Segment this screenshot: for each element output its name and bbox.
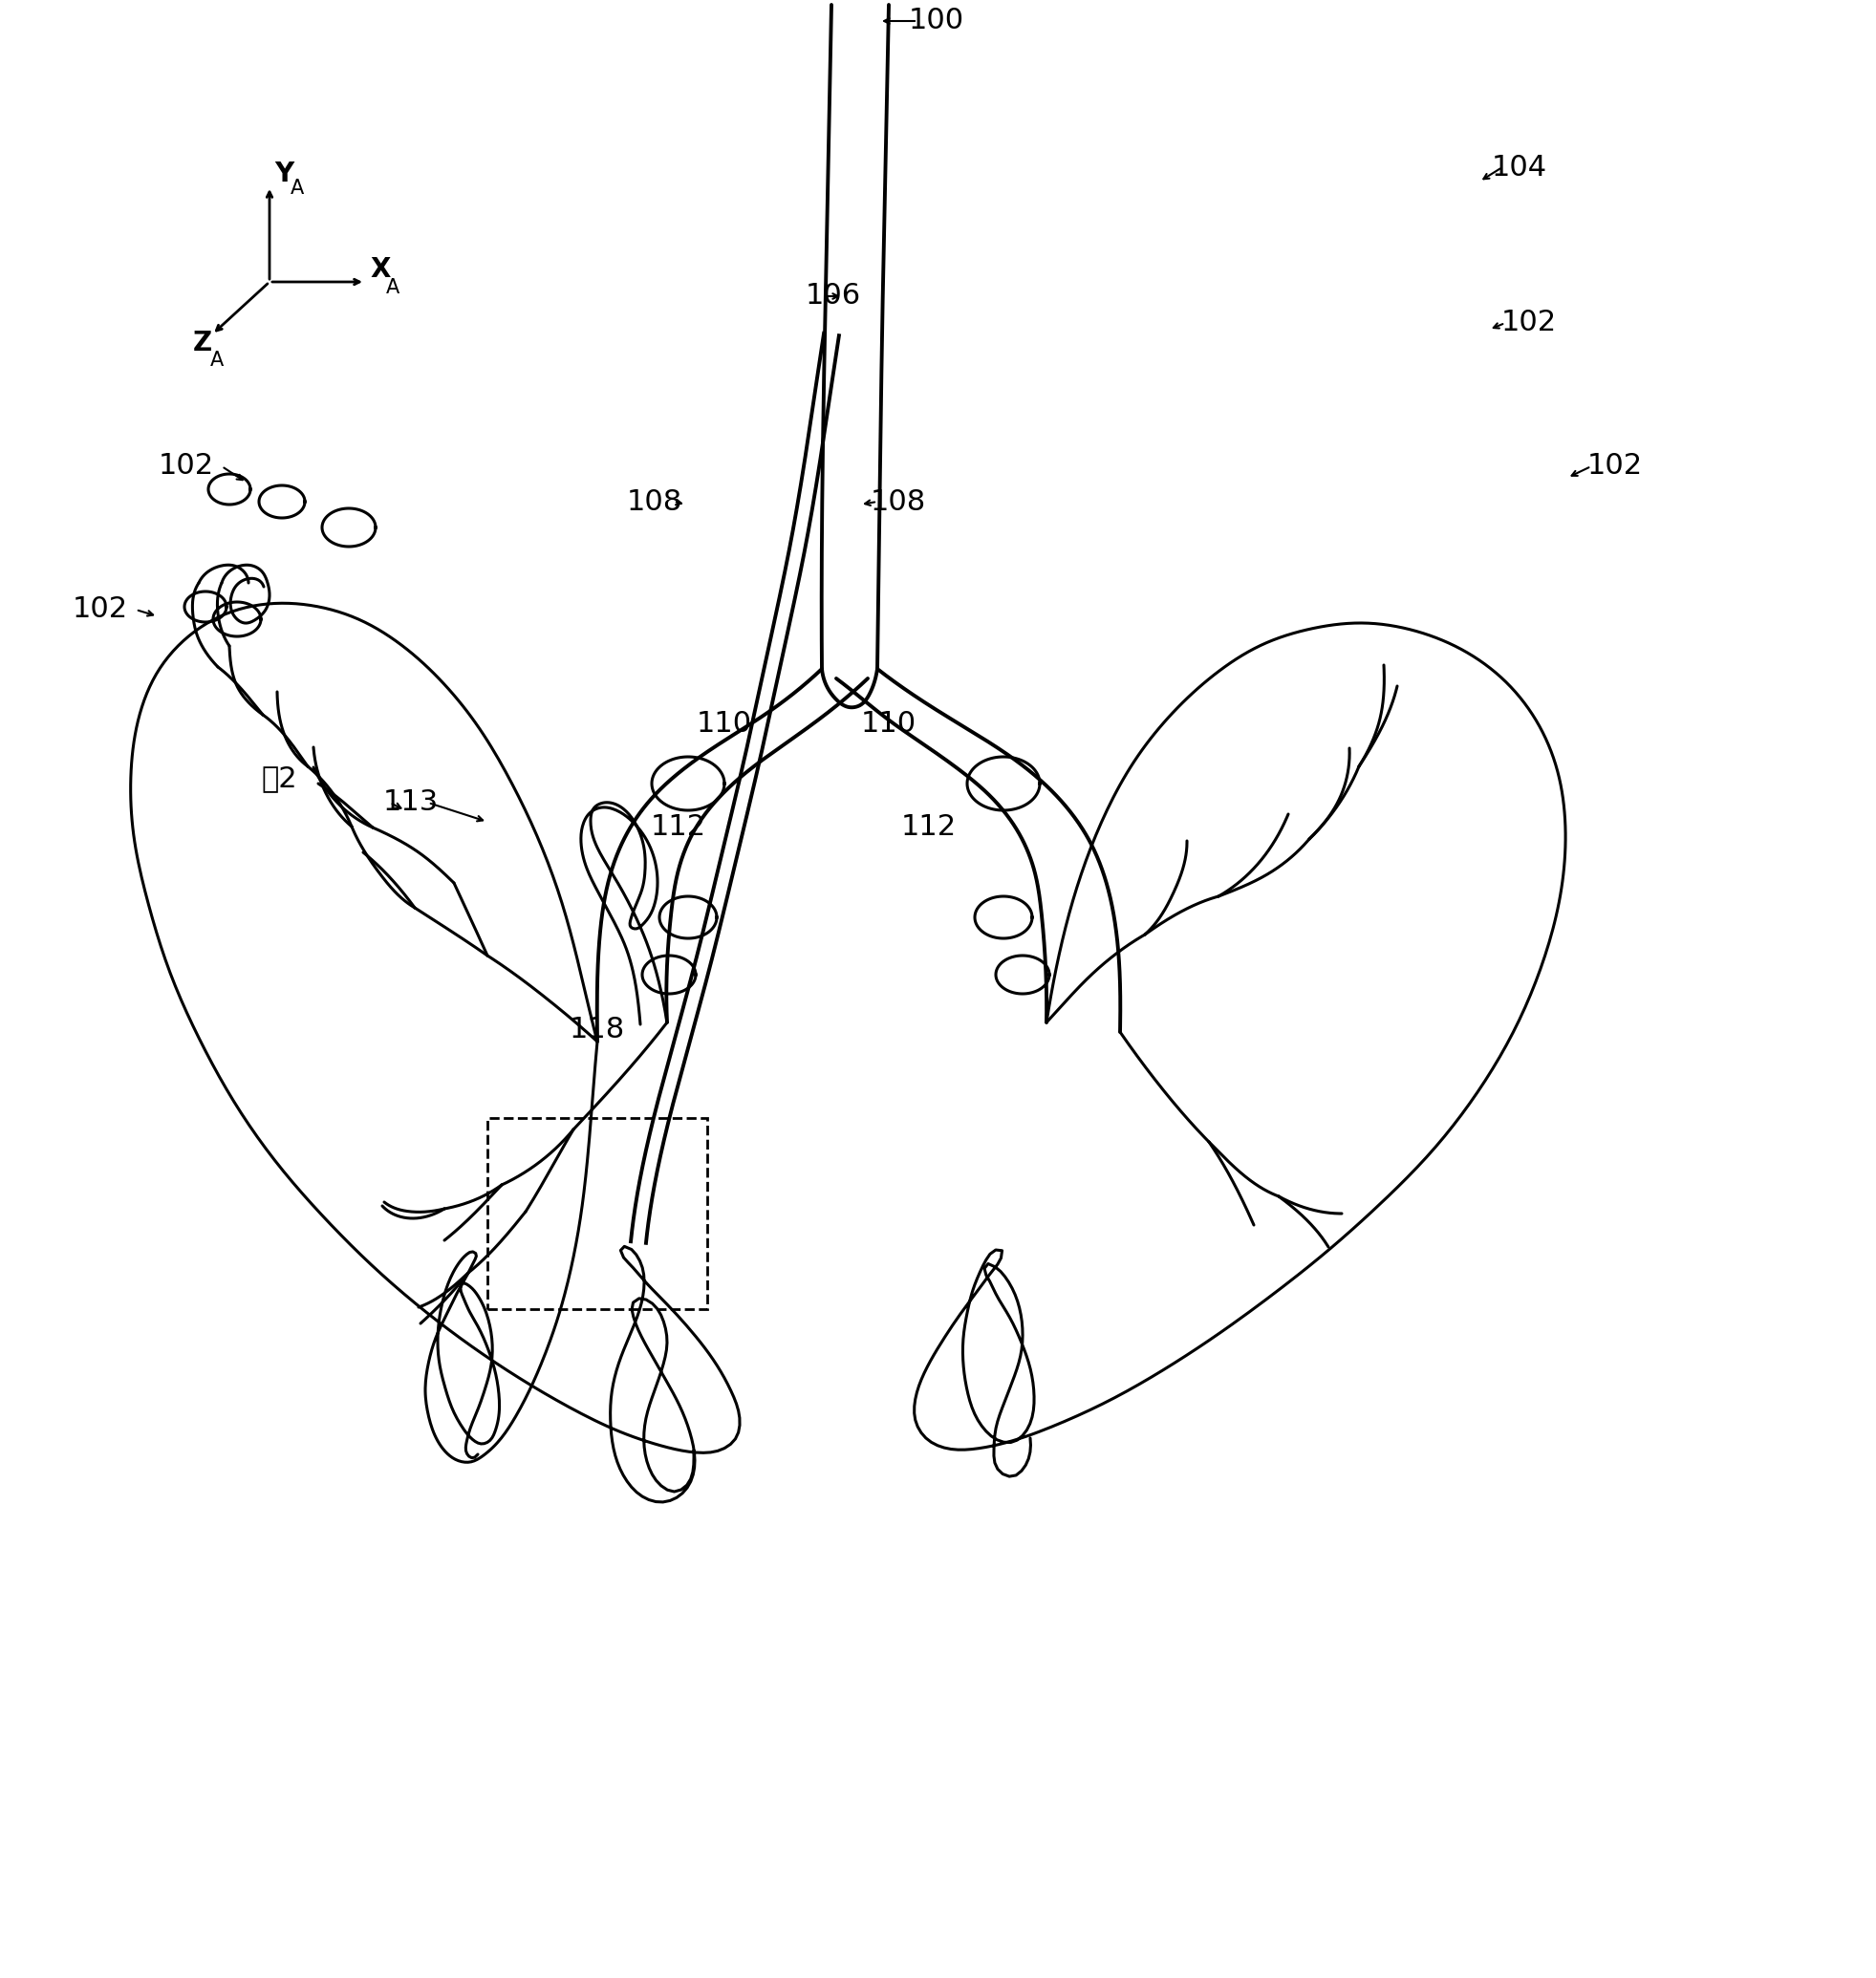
- Text: 图2: 图2: [261, 765, 296, 793]
- Text: A: A: [386, 279, 400, 297]
- Text: 108: 108: [870, 489, 927, 516]
- Text: 112: 112: [651, 813, 705, 841]
- Text: 113: 113: [383, 789, 439, 817]
- Text: 102: 102: [1501, 309, 1557, 336]
- Text: 106: 106: [805, 283, 861, 311]
- Text: A: A: [291, 178, 304, 198]
- Text: 118: 118: [570, 1017, 625, 1044]
- Text: 102: 102: [73, 595, 128, 623]
- Text: Y: Y: [274, 160, 295, 188]
- Text: 110: 110: [861, 710, 917, 738]
- Text: 104: 104: [1491, 154, 1548, 182]
- Text: 102: 102: [1587, 453, 1643, 481]
- Text: 112: 112: [900, 813, 957, 841]
- Text: 108: 108: [627, 489, 683, 516]
- Text: Z: Z: [193, 330, 212, 356]
- Text: A: A: [210, 350, 223, 370]
- Text: 110: 110: [696, 710, 752, 738]
- Text: 102: 102: [159, 453, 214, 481]
- Bar: [488, 1118, 707, 1309]
- Text: X: X: [370, 255, 390, 283]
- Text: 100: 100: [908, 8, 964, 36]
